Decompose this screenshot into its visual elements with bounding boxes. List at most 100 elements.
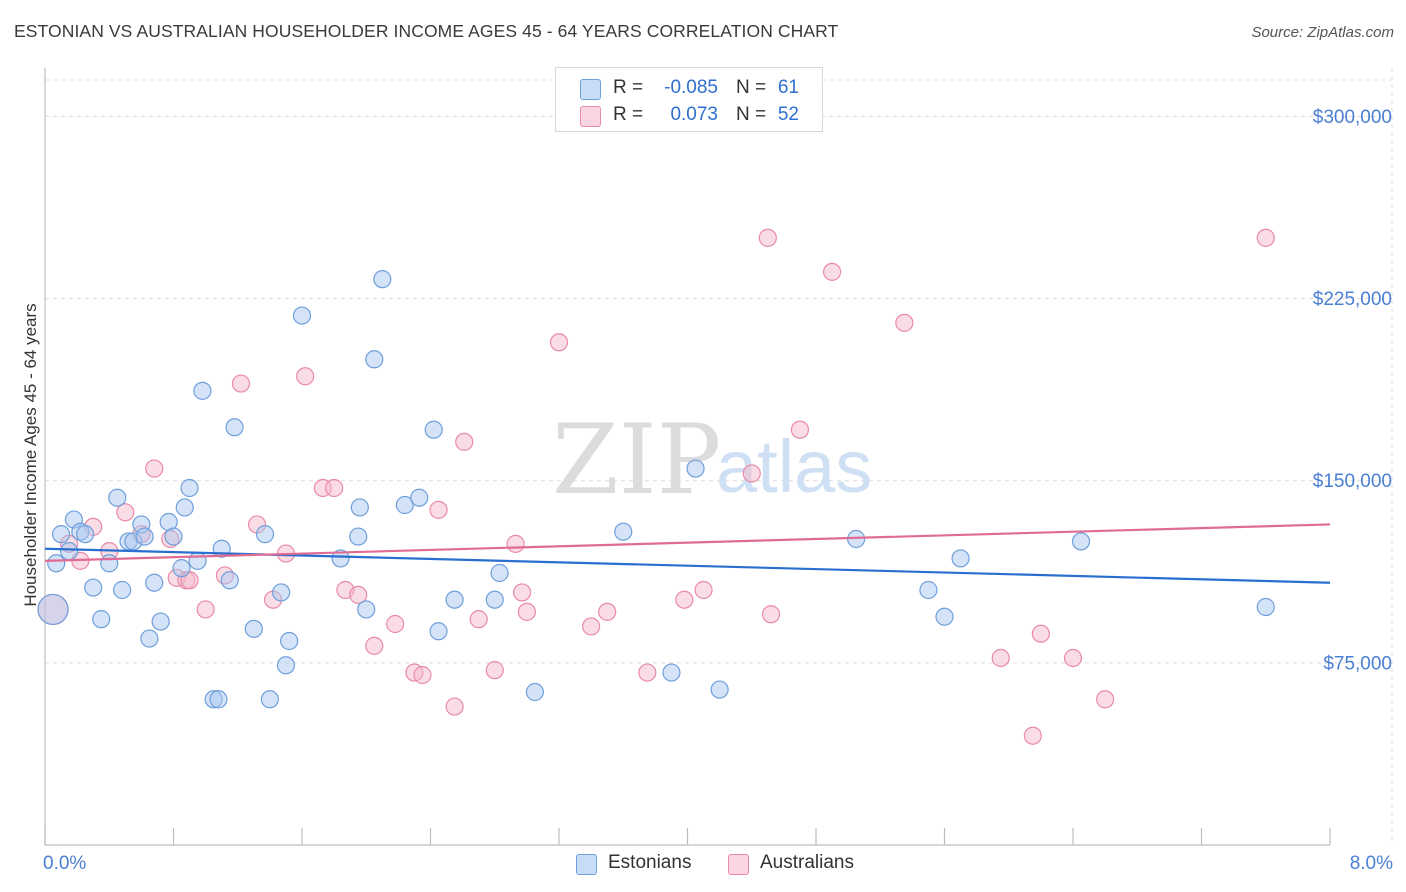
australian-trend-line xyxy=(44,523,1331,562)
estonian-point xyxy=(76,525,95,544)
legend-n-label: N = xyxy=(736,104,767,125)
estonian-point xyxy=(145,573,164,592)
legend-r-label: R = xyxy=(613,104,644,125)
estonian-point xyxy=(51,525,71,544)
australian-point xyxy=(512,583,532,602)
australian-point xyxy=(638,663,657,682)
estonian-point xyxy=(424,420,443,439)
australian-point xyxy=(116,503,135,522)
estonian-point xyxy=(140,629,159,648)
australian-point xyxy=(506,534,525,553)
australian-point xyxy=(822,262,842,281)
australian-point xyxy=(485,661,504,680)
australian-point xyxy=(145,459,164,478)
estonian-point xyxy=(485,590,504,609)
australian-point xyxy=(386,614,405,634)
y-tick-label: $75,000 xyxy=(1323,653,1392,674)
australian-point xyxy=(196,600,215,619)
estonian-point xyxy=(151,612,170,631)
y-tick-label: $225,000 xyxy=(1313,289,1392,310)
legend-swatch-australians xyxy=(580,106,601,127)
australian-point xyxy=(991,648,1010,668)
estonian-point xyxy=(357,600,376,619)
estonian-point xyxy=(662,663,681,682)
australian-point xyxy=(1031,624,1050,643)
estonian-point xyxy=(225,418,244,437)
australian-point xyxy=(1096,690,1115,709)
estonian-point xyxy=(112,580,132,600)
australian-point xyxy=(296,367,315,386)
australian-point xyxy=(895,313,914,332)
estonian-point xyxy=(108,488,127,507)
australians-label: Australians xyxy=(760,852,854,873)
grid-lines xyxy=(45,68,1393,845)
legend-r-value: -0.085 xyxy=(664,77,718,98)
tick-labels: $75,000 $150,000 $225,000 $300,000 0.0% 8.0% xyxy=(43,107,1393,874)
legend-n-value: 61 xyxy=(777,77,799,98)
estonian-point xyxy=(919,580,938,600)
axes xyxy=(44,68,1331,846)
estonian-point xyxy=(951,549,970,568)
estonian-point xyxy=(710,680,729,699)
estonians-swatch xyxy=(576,854,597,875)
legend-n-value: 52 xyxy=(777,104,799,125)
australian-point xyxy=(675,590,694,609)
estonian-point xyxy=(614,522,633,541)
y-tick-label: $150,000 xyxy=(1313,471,1392,492)
australian-point xyxy=(429,500,448,519)
australian-point xyxy=(790,420,810,439)
estonian-point xyxy=(188,551,207,570)
trend-lines xyxy=(44,523,1331,584)
watermark: ZIP atlas xyxy=(552,404,872,516)
australian-point xyxy=(469,610,488,629)
estonian-point xyxy=(244,619,263,638)
estonian-point xyxy=(92,610,111,629)
estonian-point xyxy=(209,690,228,709)
australian-point xyxy=(582,617,601,636)
estonian-point xyxy=(84,578,103,597)
legend-n-label: N = xyxy=(736,77,767,98)
estonian-point xyxy=(490,563,509,583)
chart-title: ESTONIAN VS AUSTRALIAN HOUSEHOLDER INCOM… xyxy=(14,21,839,41)
estonian-point xyxy=(935,607,954,626)
estonian-point xyxy=(445,590,464,609)
australian-point xyxy=(1023,726,1042,745)
estonian-point xyxy=(164,527,183,546)
estonian-point xyxy=(180,478,199,498)
australian-point xyxy=(549,333,569,352)
legend-swatch-estonians xyxy=(580,79,601,100)
estonian-point xyxy=(395,495,414,515)
estonian-point xyxy=(276,656,296,675)
estonian-point xyxy=(350,498,369,517)
estonians-label: Estonians xyxy=(608,852,692,873)
estonian-point xyxy=(280,631,299,651)
australian-point xyxy=(349,585,368,604)
y-axis-label: Householder Income Ages 45 - 64 years xyxy=(21,303,40,606)
australian-point xyxy=(742,464,761,483)
australian-point xyxy=(445,697,464,716)
x-tick-label: 8.0% xyxy=(1350,853,1393,874)
source-label: Source: ZipAtlas.com xyxy=(1251,24,1394,41)
estonian-point xyxy=(172,559,191,578)
australian-point xyxy=(231,374,251,393)
x-tick-label: 0.0% xyxy=(43,853,86,874)
estonian-point xyxy=(100,554,119,573)
australian-point xyxy=(761,605,781,624)
australian-point xyxy=(365,636,384,655)
australian-point xyxy=(1256,228,1275,247)
estonian-point xyxy=(1256,597,1275,617)
australian-point xyxy=(694,580,713,600)
australian-point xyxy=(325,478,344,498)
estonian-point xyxy=(292,306,312,325)
legend: R = -0.085 N = 61 R = 0.073 N = 52 xyxy=(555,67,823,132)
data-points xyxy=(37,228,1275,745)
australian-point xyxy=(758,228,777,247)
australian-point xyxy=(598,602,617,621)
estonian-point xyxy=(272,583,291,602)
australian-point xyxy=(455,432,474,451)
legend-row-australians: R = 0.073 N = 52 xyxy=(556,102,822,130)
australian-point xyxy=(413,665,432,685)
estonian-point xyxy=(331,549,350,568)
legend-row-estonians: R = -0.085 N = 61 xyxy=(556,75,822,103)
